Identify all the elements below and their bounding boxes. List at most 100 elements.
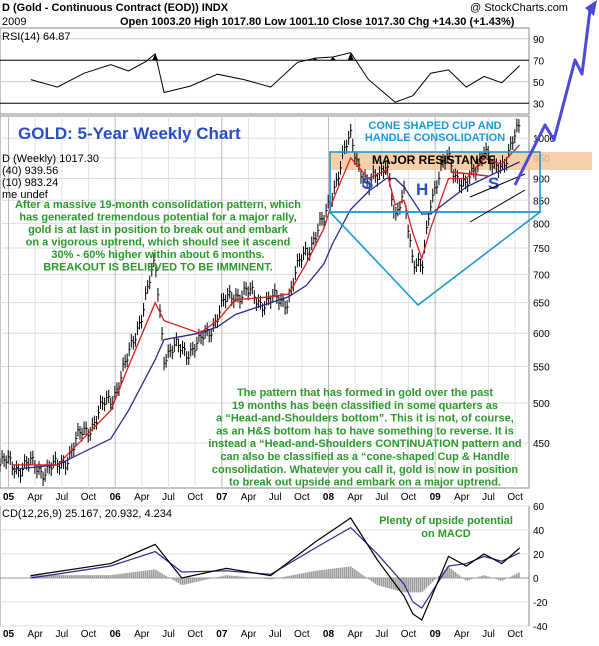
macd-x-tick-label: 06 xyxy=(110,629,122,640)
price-legend: D (Weekly) 1017.30 xyxy=(2,153,99,165)
price-tick-label: 850 xyxy=(533,196,550,207)
header-symbol: D (Gold - Continuous Contract (EOD)) IND… xyxy=(2,2,229,14)
left-note-line: After a massive 19-month consolidation p… xyxy=(15,199,301,211)
price-x-tick-label: Apr xyxy=(134,492,150,503)
rsi-overbought-fill xyxy=(152,52,354,61)
price-x-tick-label: Jul xyxy=(375,492,388,503)
price-x-tick-label: Oct xyxy=(507,492,523,503)
macd-x-tick-label: Jul xyxy=(55,629,68,640)
bottom-note-line: 19 months has been classified in some qu… xyxy=(232,400,498,412)
price-tick-label: 700 xyxy=(533,270,550,281)
header-ohlc: Open 1003.20 High 1017.80 Low 1001.10 Cl… xyxy=(120,16,515,28)
price-x-tick-label: Apr xyxy=(347,492,363,503)
right-shoulder-label: S xyxy=(488,174,499,193)
price-x-tick-label: Apr xyxy=(241,492,257,503)
price-tick-label: 500 xyxy=(533,399,550,410)
macd-x-tick-label: Jul xyxy=(375,629,388,640)
header-date: 2009 xyxy=(2,16,26,28)
price-x-tick-label: 05 xyxy=(3,492,15,503)
price-x-tick-label: Oct xyxy=(81,492,97,503)
macd-x-tick-label: Oct xyxy=(187,629,203,640)
price-x-tick-label: 09 xyxy=(430,492,442,503)
ma10-line xyxy=(13,144,521,466)
bottom-note: The pattern that has formed in gold over… xyxy=(208,387,521,489)
bottom-note-line: to break out upside and embark on a majo… xyxy=(229,477,501,489)
macd-x-tick-label: 09 xyxy=(430,629,442,640)
macd-panel xyxy=(0,505,530,627)
rsi-tick-label: 50 xyxy=(533,78,545,89)
ma40-line xyxy=(12,161,520,471)
ma10-legend: (10) 983.24 xyxy=(2,177,58,189)
cone-label-line1: CONE SHAPED CUP AND xyxy=(368,120,501,132)
price-tick-label: 750 xyxy=(533,244,550,255)
macd-x-tick-label: Oct xyxy=(294,629,310,640)
macd-x-tick-label: Oct xyxy=(507,629,523,640)
price-x-tick-label: Oct xyxy=(187,492,203,503)
head-label: H xyxy=(416,180,428,199)
price-x-tick-label: Jul xyxy=(269,492,282,503)
rsi-tick-label: 70 xyxy=(533,56,545,67)
price-tick-label: 450 xyxy=(533,439,550,450)
macd-tick-label: 0 xyxy=(533,574,539,585)
price-x-tick-label: 07 xyxy=(216,492,228,503)
handle-trend-lower xyxy=(469,189,526,223)
left-note-line: gold is at last in position to break out… xyxy=(28,224,289,236)
macd-x-tick-label: Apr xyxy=(27,629,43,640)
rsi-tick-label: 90 xyxy=(533,35,545,46)
cone-label-line2: HANDLE CONSOLIDATION xyxy=(365,132,505,144)
macd-signal-line xyxy=(30,526,520,609)
macd-x-tick-label: Apr xyxy=(454,629,470,640)
rsi-label: RSI(14) 64.87 xyxy=(2,31,70,43)
price-x-tick-label: Apr xyxy=(454,492,470,503)
macd-tick-label: 20 xyxy=(533,550,545,561)
macd-x-tick-label: 08 xyxy=(323,629,335,640)
left-note-line: BREAKOUT IS BELIEVED TO BE IMMINENT. xyxy=(43,262,273,274)
macd-x-tick-label: 07 xyxy=(216,629,228,640)
price-x-tick-label: 06 xyxy=(110,492,122,503)
left-shoulder-label: S xyxy=(362,174,373,193)
header-credit: @ StockCharts.com xyxy=(470,2,568,14)
macd-tick-label: 60 xyxy=(533,502,545,513)
rsi-line xyxy=(30,52,520,103)
volume-legend: me undef xyxy=(2,189,49,201)
price-tick-label: 600 xyxy=(533,329,550,340)
major-resistance-band xyxy=(330,152,592,170)
macd-label: CD(12,26,9) 25.167, 20.932, 4.234 xyxy=(2,508,172,520)
bottom-note-line: can also be classified as a “cone-shaped… xyxy=(220,451,509,463)
left-note: After a massive 19-month consolidation p… xyxy=(15,199,301,274)
price-tick-label: 800 xyxy=(533,219,550,230)
left-note-line: on a vigorous uptrend, which should see … xyxy=(26,237,291,249)
macd-tick-label: 40 xyxy=(533,526,545,537)
price-x-tick-label: Jul xyxy=(162,492,175,503)
projection-arrow-head-icon xyxy=(585,0,597,16)
macd-x-tick-label: Apr xyxy=(347,629,363,640)
price-tick-label: 650 xyxy=(533,299,550,310)
chart-title: GOLD: 5-Year Weekly Chart xyxy=(18,124,241,143)
price-x-tick-label: Apr xyxy=(27,492,43,503)
bottom-note-line: The pattern that has formed in gold over… xyxy=(237,387,493,399)
macd-note-line1: Plenty of upside potential xyxy=(379,515,513,527)
price-tick-label: 900 xyxy=(533,174,550,185)
cone-triangle xyxy=(328,211,543,307)
macd-x-tick-label: Jul xyxy=(269,629,282,640)
price-tick-label: 1000 xyxy=(533,134,556,145)
macd-tick-label: -20 xyxy=(533,598,548,609)
price-tick-label: 550 xyxy=(533,362,550,373)
price-x-tick-label: Jul xyxy=(55,492,68,503)
bottom-note-line: a “Head-and-Shoulders bottom”. This it i… xyxy=(216,413,514,425)
price-x-tick-label: 08 xyxy=(323,492,335,503)
macd-x-tick-label: Jul xyxy=(162,629,175,640)
bottom-note-line: as an H&S bottom has to have something t… xyxy=(216,425,514,437)
macd-x-tick-label: Jul xyxy=(482,629,495,640)
rsi-tick-label: 30 xyxy=(533,99,545,110)
bottom-note-line: instead a “Head-and-Shoulders CONTINUATI… xyxy=(208,438,521,450)
resistance-red-line xyxy=(451,171,489,177)
ma40-legend: (40) 939.56 xyxy=(2,165,58,177)
price-x-tick-label: Oct xyxy=(294,492,310,503)
macd-histogram xyxy=(29,566,520,593)
bottom-note-line: consolidation. Whatever you call it, gol… xyxy=(212,464,518,476)
handle-trend-upper xyxy=(469,173,526,198)
macd-x-tick-label: Apr xyxy=(134,629,150,640)
price-x-tick-label: Oct xyxy=(401,492,417,503)
